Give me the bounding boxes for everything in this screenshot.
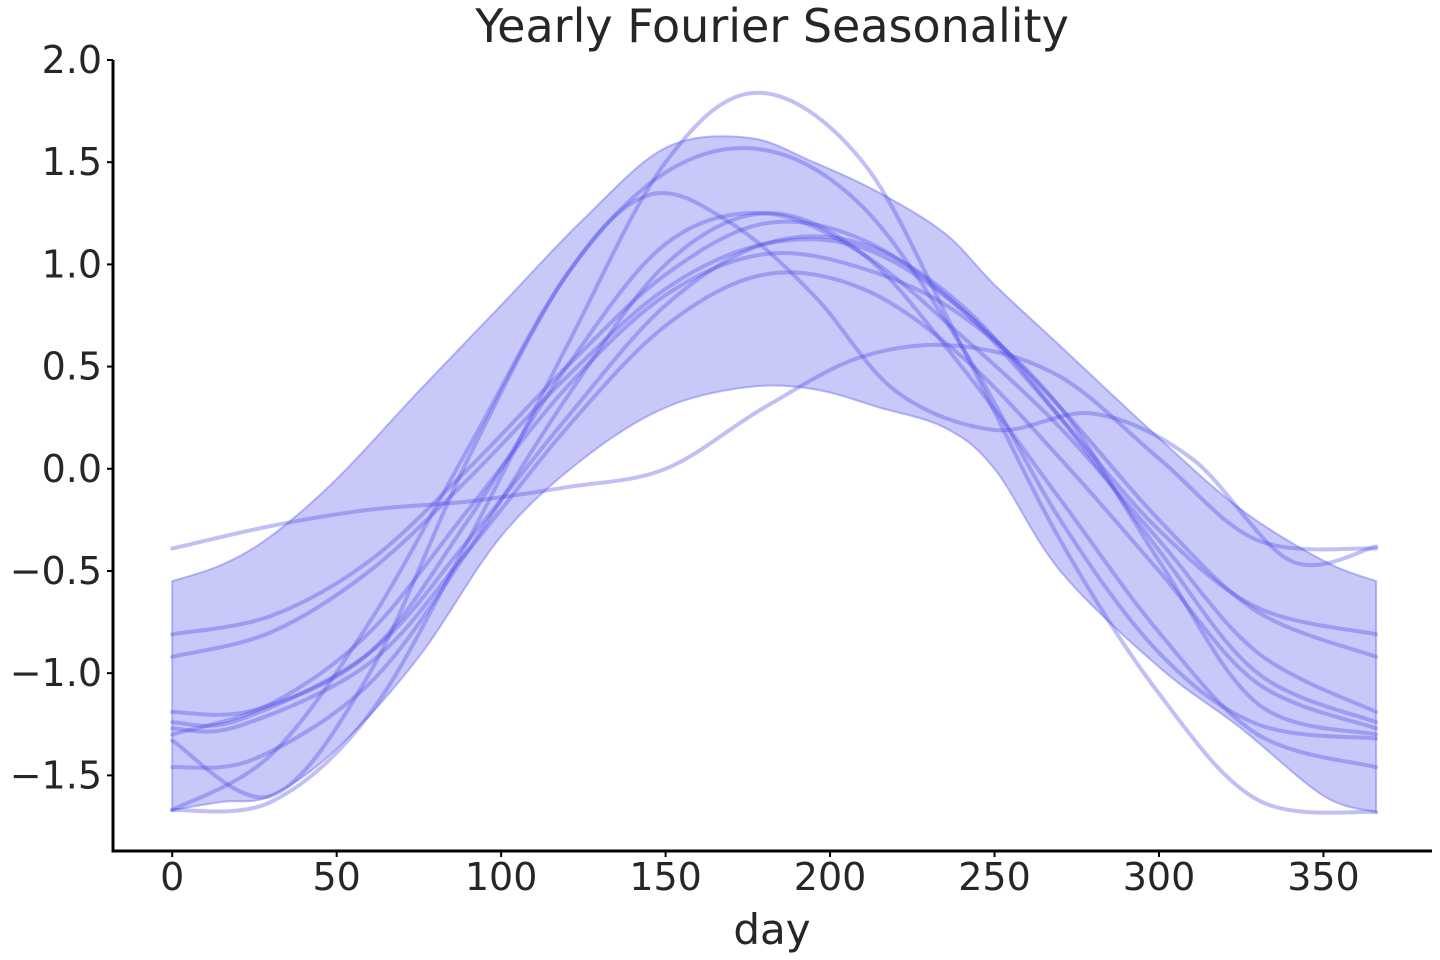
seasonality-sample-line-4	[170, 237, 1379, 659]
band-layer	[171, 135, 1378, 814]
seasonality-sample-line-7	[170, 270, 1379, 734]
axis-spines	[111, 60, 1432, 853]
seasonality-sample-line-2	[170, 342, 1379, 552]
axes	[111, 60, 1432, 853]
x-tick-label: 350	[1287, 855, 1360, 899]
y-tick-label: −1.0	[10, 651, 102, 695]
x-tick-label: 150	[629, 855, 702, 899]
seasonality-sample-line-5	[170, 211, 1379, 717]
y-tick-label: 1.0	[42, 242, 102, 286]
x-tick-label: 0	[160, 855, 184, 899]
chart-title: Yearly Fourier Seasonality	[474, 0, 1069, 53]
seasonality-sample-line-9	[170, 146, 1379, 813]
x-tick-label: 50	[312, 855, 360, 899]
series-lines	[170, 90, 1379, 815]
x-tick-label: 100	[465, 855, 538, 899]
x-tick-label: 300	[1123, 855, 1196, 899]
seasonality-sample-line-3	[170, 219, 1379, 637]
y-tick-label: 1.5	[42, 140, 102, 184]
x-axis-title: day	[733, 905, 810, 954]
x-tick-label: 250	[958, 855, 1031, 899]
seasonality-sample-line-6	[170, 234, 1379, 728]
seasonality-sample-line-1	[170, 90, 1379, 815]
y-tick-label: 2.0	[42, 38, 102, 82]
credible-interval-band	[171, 135, 1378, 814]
seasonality-sample-line-11	[170, 250, 1379, 737]
x-tick-label: 200	[794, 855, 867, 899]
seasonality-sample-line-8	[170, 211, 1379, 770]
seasonality-sample-line-10	[170, 191, 1379, 800]
y-tick-label: −1.5	[10, 753, 102, 797]
x-axis-ticks: 0 50 100 150 200 250 300 350	[160, 851, 1360, 899]
y-tick-label: 0.5	[42, 345, 102, 389]
y-tick-label: −0.5	[10, 549, 102, 593]
y-tick-label: 0.0	[42, 447, 102, 491]
y-axis-ticks: 2.0 1.5 1.0 0.5 0.0 −0.5 −1.0 −1.5	[10, 38, 113, 797]
